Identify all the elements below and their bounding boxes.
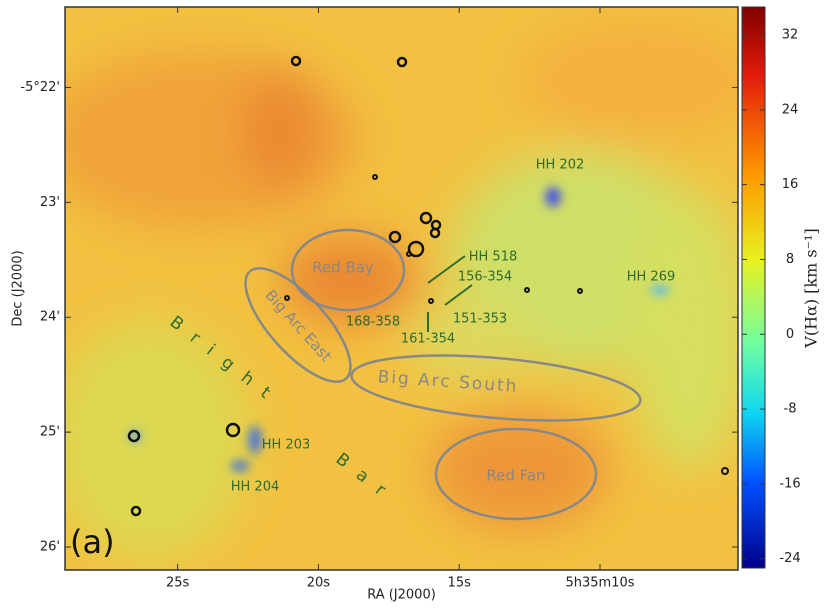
object-label: HH 202: [536, 158, 585, 173]
star-marker: [396, 56, 408, 68]
star-marker: [130, 505, 142, 517]
star-marker: [284, 295, 290, 301]
object-label: 156-354: [458, 270, 512, 285]
star-marker: [372, 174, 378, 180]
x-tick-label: 20s: [307, 576, 331, 591]
colorbar-tick-label: -16: [779, 476, 800, 491]
y-tick-label: -5°22': [20, 80, 60, 95]
colorbar-title: V(Hα) [km s⁻¹]: [802, 228, 821, 348]
colorbar-tick-label: -8: [784, 402, 797, 417]
pointer-lines: [427, 255, 473, 332]
y-tick-label: 26': [40, 540, 60, 555]
star-marker: [406, 251, 412, 257]
star-marker: [428, 298, 434, 304]
x-tick-label: 5h35m10s: [566, 576, 635, 591]
object-label: 151-353: [453, 312, 507, 327]
y-tick-label: 23': [40, 195, 60, 210]
object-label: HH 269: [627, 270, 676, 285]
region-label: Red Fan: [486, 467, 545, 485]
object-label: HH 203: [262, 438, 311, 453]
colorbar-tick-label: 24: [782, 102, 799, 117]
object-label: 161-354: [401, 332, 455, 347]
star-marker: [721, 467, 729, 475]
region-label: Red Bay: [312, 259, 374, 277]
object-label: HH 204: [231, 480, 280, 495]
star-marker: [388, 230, 402, 244]
star-marker: [524, 287, 530, 293]
star-marker: [407, 240, 425, 258]
panel-label: (a): [70, 523, 115, 561]
colorbar-tick-label: 16: [782, 177, 799, 192]
y-axis-title: Dec (J2000): [11, 250, 26, 326]
star-marker: [577, 288, 583, 294]
star-marker: [290, 55, 302, 67]
y-tick-label: 24': [40, 310, 60, 325]
y-tick-label: 25': [40, 425, 60, 440]
plot-frame: [64, 6, 739, 571]
colorbar-tick-label: 8: [786, 252, 794, 267]
x-axis-title: RA (J2000): [367, 588, 436, 603]
x-tick-label: 25s: [166, 576, 190, 591]
object-label: HH 518: [469, 250, 518, 265]
star-marker: [225, 422, 241, 438]
colorbar-tick-label: 32: [782, 28, 799, 43]
object-label: 168-358: [346, 315, 400, 330]
star-marker: [429, 227, 441, 239]
colorbar: [741, 6, 766, 569]
x-tick-label: 15s: [448, 576, 472, 591]
region-outlines: [244, 228, 642, 521]
colorbar-tick-label: -24: [779, 551, 800, 566]
star-marker: [127, 429, 141, 443]
colorbar-tick-label: 0: [786, 327, 794, 342]
velocity-map: [65, 7, 738, 570]
star-marker: [419, 211, 433, 225]
